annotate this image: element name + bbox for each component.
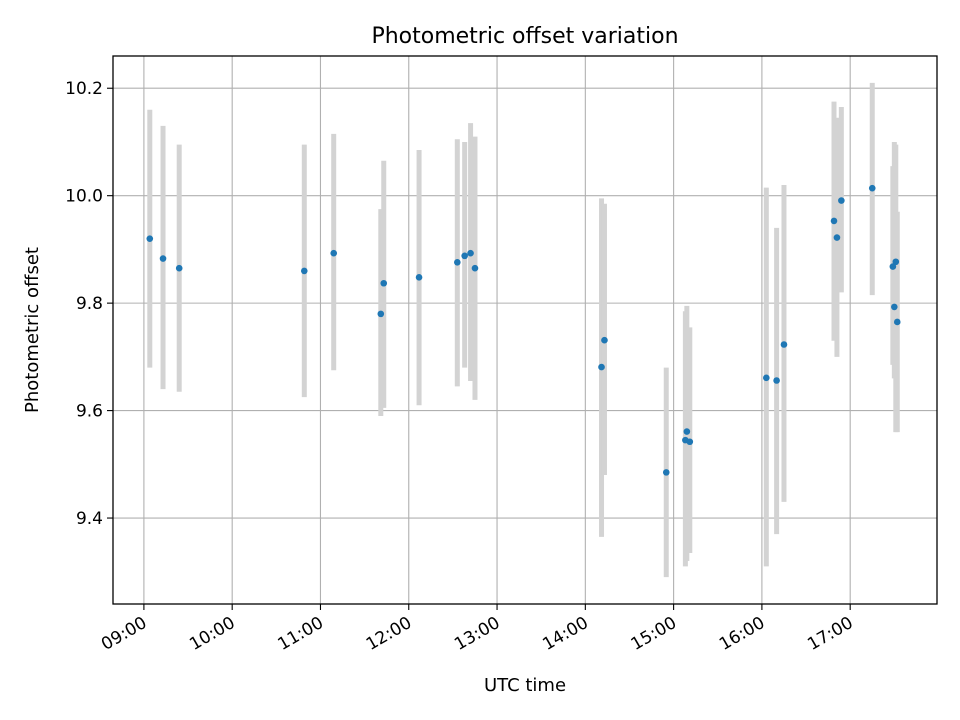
data-point	[598, 363, 605, 371]
data-point	[377, 310, 385, 318]
data-point	[830, 217, 838, 225]
data-point	[159, 255, 167, 262]
data-point	[833, 234, 841, 241]
data-point	[893, 318, 901, 326]
data-point	[838, 197, 845, 204]
data-point	[300, 267, 308, 275]
y-tick-label: 9.6	[76, 402, 103, 422]
x-axis-label: UTC time	[484, 675, 566, 696]
data-point	[780, 341, 788, 348]
data-point	[330, 249, 338, 257]
data-point	[662, 469, 670, 476]
y-tick-label: 9.4	[76, 509, 103, 529]
data-point	[868, 184, 876, 192]
data-point	[146, 235, 154, 242]
data-point	[763, 374, 770, 382]
data-point	[415, 274, 423, 281]
data-point	[461, 252, 468, 260]
data-point	[471, 264, 479, 272]
y-axis-ticks: 9.4 9.6 9.8 10.0 10.2	[65, 79, 113, 529]
data-point	[892, 258, 900, 266]
data-point	[683, 428, 691, 435]
data-point	[773, 377, 780, 384]
data-point	[380, 279, 388, 287]
data-point	[175, 264, 183, 272]
data-point	[454, 259, 461, 266]
grid	[113, 56, 937, 604]
data-point	[686, 438, 694, 446]
data-point	[891, 303, 898, 311]
y-axis-label: Photometric offset	[22, 247, 43, 413]
y-tick-label: 10.0	[65, 187, 103, 207]
data-points	[146, 184, 901, 476]
chart-title: Photometric offset variation	[371, 24, 678, 49]
y-tick-label: 9.8	[76, 294, 103, 314]
data-point	[601, 336, 608, 344]
data-point	[889, 263, 897, 270]
y-tick-label: 10.2	[65, 79, 103, 99]
data-point	[467, 249, 474, 257]
plot-frame	[112, 55, 938, 605]
